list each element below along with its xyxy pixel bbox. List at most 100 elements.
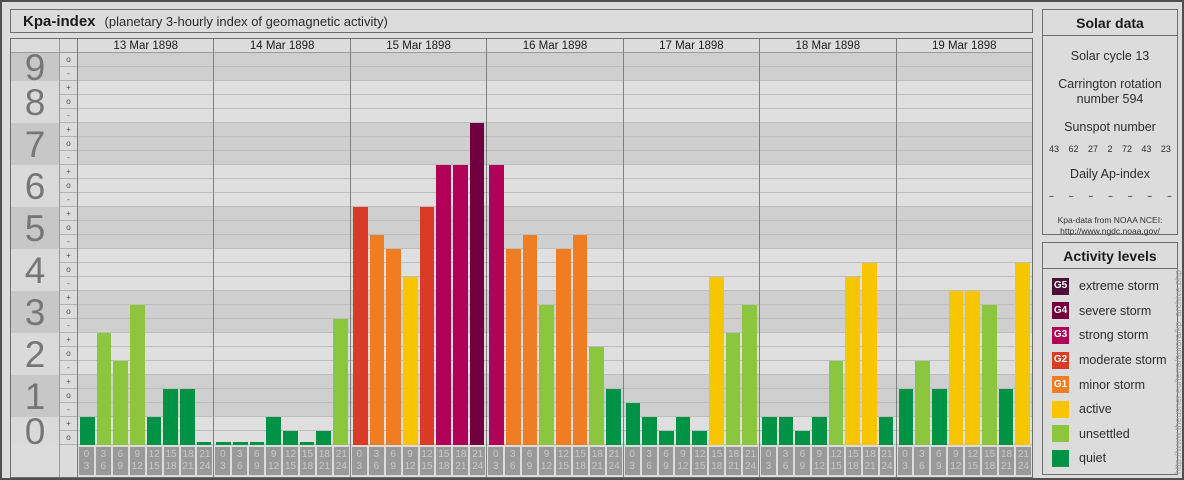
kp-axis-number: 5 <box>11 207 59 249</box>
kp-subtick-label: + <box>60 123 77 137</box>
activity-level-row: active <box>1043 397 1177 422</box>
kp-bar-5- <box>386 249 401 445</box>
kp-bar-8- <box>469 123 485 445</box>
time-end: 18 <box>301 461 314 472</box>
activity-label: strong storm <box>1079 328 1149 343</box>
kp-bar-5o <box>369 235 385 445</box>
page-subtitle: (planetary 3-hourly index of geomagnetic… <box>104 13 388 29</box>
kp-subtick-label: o <box>60 305 77 319</box>
time-label: 12 15 <box>692 447 708 475</box>
kp-subtick-label: o <box>60 221 77 235</box>
activity-level-row: quiet <box>1043 446 1177 471</box>
kp-subtick-label: - <box>60 235 77 249</box>
time-label: 21 24 <box>1015 447 1031 475</box>
solar-cycle-text: Solar cycle 13 <box>1070 49 1150 63</box>
time-end: 21 <box>182 461 194 472</box>
kp-bar-0o <box>196 442 212 445</box>
kp-subtick-label: - <box>60 403 77 417</box>
date-header: 15 Mar 1898 <box>350 39 487 53</box>
ap-index-value: -- <box>1127 191 1133 201</box>
time-label: 21 24 <box>333 447 349 475</box>
time-start: 3 <box>782 449 789 460</box>
solar-data-title: Solar data <box>1043 10 1177 36</box>
kp-subtick-label: + <box>60 249 77 263</box>
kp-bar-4o <box>845 277 861 445</box>
time-end: 15 <box>148 461 160 472</box>
kp-bar-2+ <box>589 347 604 445</box>
kp-bar-5- <box>555 249 571 445</box>
kp-bar-0+ <box>316 431 332 445</box>
watermark-url: http://www.theusner.eu/terra/aurora/kp_a… <box>1173 269 1183 474</box>
activity-swatch-G4: G4 <box>1052 302 1069 320</box>
time-start: 9 <box>134 449 140 460</box>
kp-bar-4o <box>709 277 724 445</box>
kp-bar-7- <box>489 165 504 445</box>
time-label: 21 24 <box>879 447 895 475</box>
kp-bar-3+ <box>539 305 554 445</box>
time-start: 12 <box>421 449 433 460</box>
kp-bar-4o <box>402 277 418 445</box>
time-start: 15 <box>165 449 177 460</box>
activity-swatch-G3: G3 <box>1052 326 1069 344</box>
time-end: 24 <box>1017 461 1029 472</box>
time-label: 9 12 <box>266 447 282 475</box>
kp-bar-5o <box>572 235 588 445</box>
time-start: 21 <box>881 449 893 460</box>
kp-bar-3+ <box>981 305 997 445</box>
activity-swatch-G5: G5 <box>1052 277 1069 295</box>
kp-subtick-label: o <box>60 179 77 193</box>
kp-bar-3+ <box>742 305 758 445</box>
time-labels-row: 0 3 3 6 6 9 9 12 12 15 15 18 18 21 21 24 <box>624 445 759 475</box>
time-start: 6 <box>526 449 533 460</box>
day-grid <box>896 53 1032 445</box>
day-column: 18 Mar 1898 0 3 3 6 6 9 9 12 12 15 15 18 18 21 21 24 <box>760 39 897 477</box>
time-start: 9 <box>816 449 823 460</box>
ap-index-value: -- <box>1068 191 1074 201</box>
bars-layer <box>897 53 1032 445</box>
kp-bar-1- <box>642 417 658 445</box>
kp-subtick-label: + <box>60 207 77 221</box>
time-label: 15 18 <box>163 447 179 475</box>
kp-bar-1+ <box>605 389 621 445</box>
time-start: 6 <box>936 449 942 460</box>
kp-bar-1+ <box>998 389 1014 445</box>
time-start: 3 <box>919 449 925 460</box>
subtick-cells: o - + o - + o - + o - + o - + o - + o - + o - + o - + o <box>60 53 77 445</box>
time-end: 3 <box>220 461 226 472</box>
kp-bar-0+ <box>283 431 298 445</box>
time-start: 0 <box>765 449 772 460</box>
bars-layer <box>351 53 486 445</box>
time-label: 9 12 <box>811 447 827 475</box>
kp-bar-0o <box>249 442 265 445</box>
kp-bar-3o <box>333 319 348 445</box>
time-end: 15 <box>694 461 706 472</box>
time-end: 18 <box>847 461 859 472</box>
time-start: 0 <box>220 449 226 460</box>
date-header: 17 Mar 1898 <box>623 39 760 53</box>
bars-layer <box>624 53 759 445</box>
kp-chart: 9 8 7 6 5 4 3 2 1 0 o - + o - + o - + o - + o - + o - + o - + o - + o - + o 13… <box>11 39 1032 477</box>
activity-level-row: G2 moderate storm <box>1043 348 1177 373</box>
time-start: 21 <box>199 449 211 460</box>
time-start: 18 <box>318 449 330 460</box>
axis-header-spacer <box>11 39 59 53</box>
time-start: 0 <box>629 449 635 460</box>
kp-subtick-label: o <box>60 137 77 151</box>
time-label: 21 24 <box>197 447 213 475</box>
time-start: 6 <box>117 449 124 460</box>
kp-subtick-label: - <box>60 277 77 291</box>
time-label: 12 15 <box>828 447 844 475</box>
time-label: 12 15 <box>283 447 299 475</box>
time-labels-row: 0 3 3 6 6 9 9 12 12 15 15 18 18 21 21 24 <box>78 445 213 475</box>
time-end: 9 <box>936 461 942 472</box>
bars-layer <box>760 53 895 445</box>
solar-data-body: Solar cycle 13 Carrington rotation numbe… <box>1043 49 1177 238</box>
page-title: Kpa-index <box>23 12 96 30</box>
kp-axis-subticks: o - + o - + o - + o - + o - + o - + o - + o - + o - + o <box>59 39 78 477</box>
